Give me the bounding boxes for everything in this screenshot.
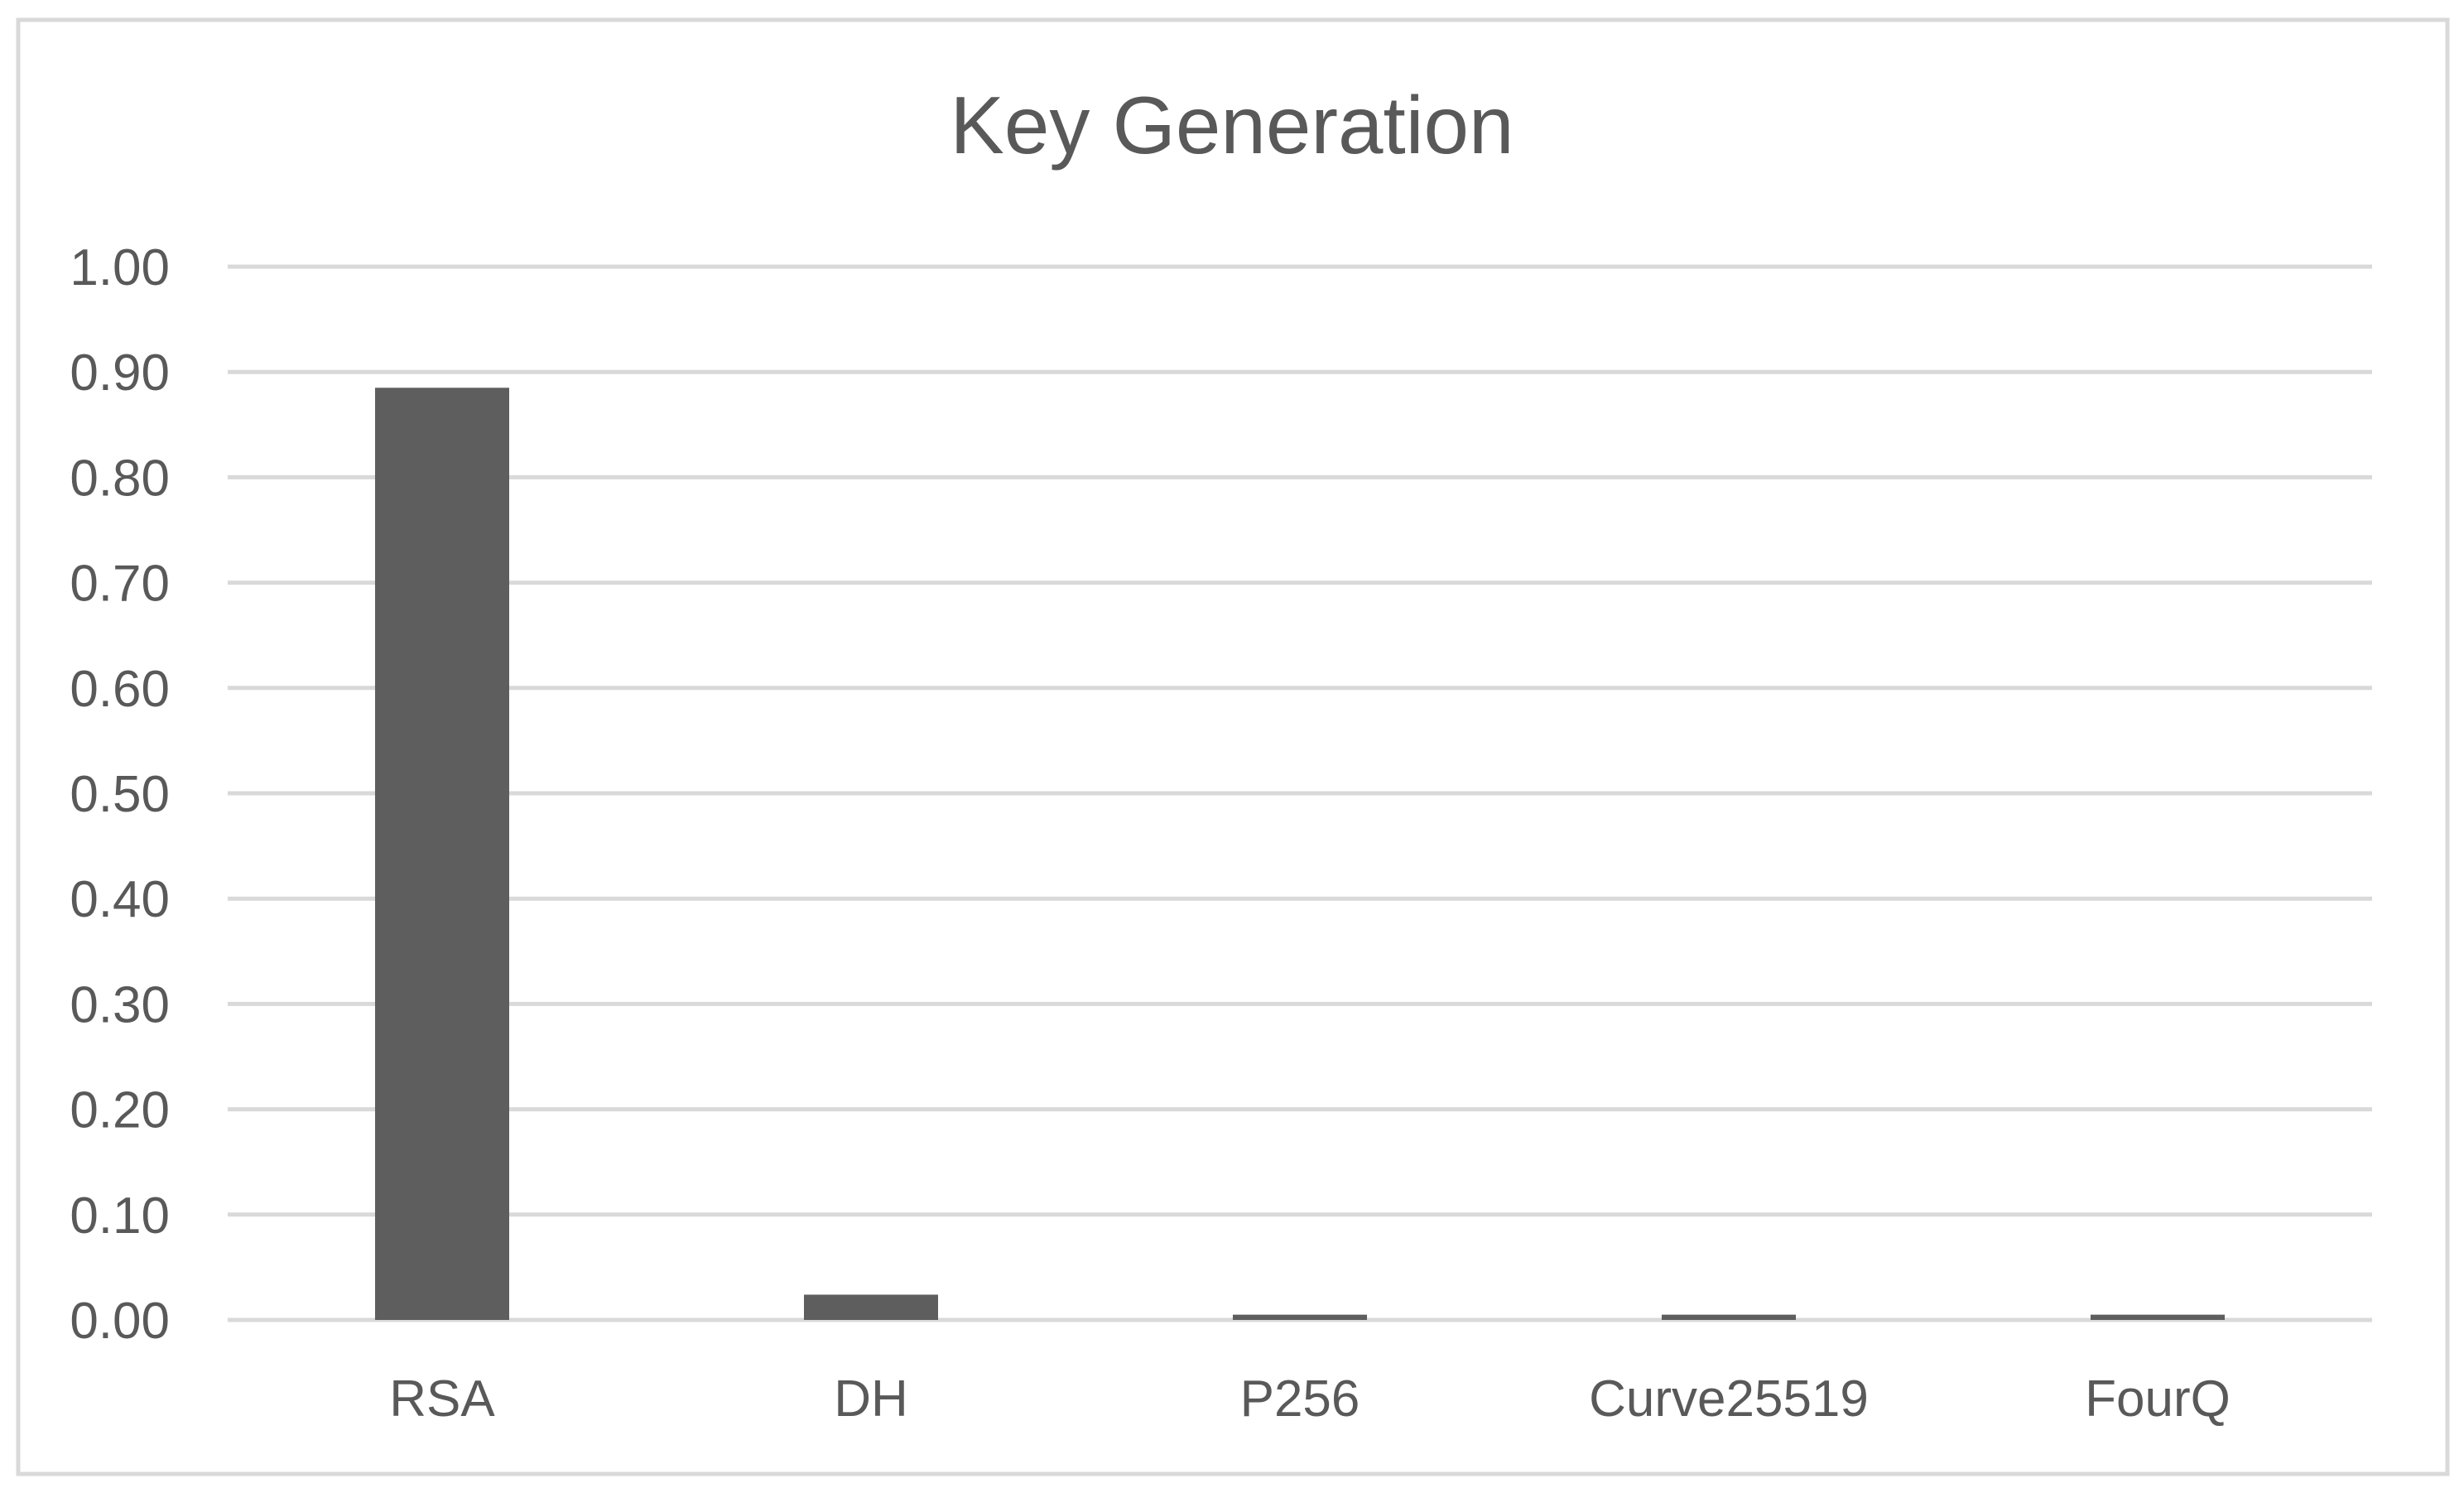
bar-p256: [1233, 1314, 1367, 1320]
y-tick-label: 0.40: [70, 871, 170, 928]
bar-rsa: [375, 388, 509, 1320]
x-axis-category-labels: RSA DH P256 Curve25519 FourQ: [389, 1370, 2231, 1428]
y-tick-label: 0.80: [70, 450, 170, 507]
bar-curve25519: [1662, 1314, 1796, 1320]
y-tick-label: 0.10: [70, 1187, 170, 1245]
y-tick-label: 0.60: [70, 661, 170, 718]
gridlines: [228, 264, 2372, 1322]
y-tick-label: 0.90: [70, 344, 170, 402]
x-tick-label: P256: [1240, 1370, 1360, 1428]
y-tick-label: 0.70: [70, 556, 170, 613]
y-tick-label: 0.00: [70, 1293, 170, 1350]
bars: [375, 388, 2225, 1320]
x-tick-label: Curve25519: [1589, 1370, 1869, 1428]
x-tick-label: FourQ: [2085, 1370, 2231, 1428]
y-tick-label: 1.00: [70, 239, 170, 296]
bar-fourq: [2091, 1314, 2225, 1320]
bar-dh: [804, 1294, 938, 1320]
x-tick-label: DH: [834, 1370, 908, 1428]
y-tick-label: 0.50: [70, 766, 170, 823]
y-tick-label: 0.30: [70, 976, 170, 1033]
x-tick-label: RSA: [389, 1370, 495, 1428]
chart-title: Key Generation: [950, 79, 1514, 171]
y-axis-tick-labels: 0.00 0.10 0.20 0.30 0.40 0.50 0.60 0.70 0.80 0.90…: [70, 239, 170, 1350]
y-tick-label: 0.20: [70, 1082, 170, 1139]
